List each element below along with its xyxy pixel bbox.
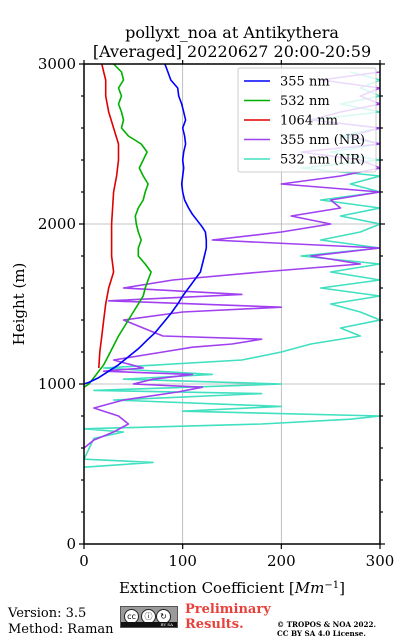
x-tick-label: 0 (79, 552, 89, 570)
cc-badge-strip: BY SA (121, 622, 177, 627)
legend: 355 nm 532 nm 1064 nm 355 nm (NR) 532 nm (NR… (237, 67, 377, 173)
preliminary-line1: Preliminary (185, 602, 271, 617)
y-tick-label: 0 (66, 535, 76, 553)
plot-frame (83, 63, 381, 545)
preliminary-line2: Results. (185, 617, 244, 632)
x-tick-label: 200 (267, 552, 296, 570)
copyright-line1: © TROPOS & NOA 2022. (277, 620, 377, 629)
legend-entry: 355 nm (NR) (280, 133, 365, 148)
series-line-532-nm (84, 64, 152, 388)
legend-entry: 1064 nm (280, 114, 338, 129)
copyright-line2: CC BY SA 4.0 License. (277, 629, 366, 638)
version-text: Version: 3.5 (8, 606, 87, 621)
chart-subtitle: [Averaged] 20220627 20:00-20:59 (93, 42, 371, 61)
y-tick-label: 3000 (38, 55, 76, 73)
series-line-532-nm-nr (84, 71, 380, 468)
y-tick-label: 1000 (38, 375, 76, 393)
series-layer (84, 64, 380, 468)
chart-title: pollyxt_noa at Antikythera (125, 23, 339, 42)
legend-entry: 532 nm (NR) (280, 153, 365, 168)
y-axis-label: Height (m) (10, 263, 28, 346)
series-line-1064-nm (98, 64, 120, 369)
y-tick-label: 2000 (38, 215, 76, 233)
legend-entry: 532 nm (280, 94, 330, 109)
legend-box (237, 67, 377, 173)
x-axis-label: Extinction Coefficient [Mm−1] (119, 579, 345, 597)
legend-entry: 355 nm (280, 75, 330, 90)
axes (83, 63, 381, 545)
cc-license-icon: cc ⓘ ↻ BY SA (120, 606, 178, 628)
x-tick-label: 300 (366, 552, 395, 570)
x-tick-label: 100 (168, 552, 197, 570)
preliminary-notice: Preliminary Results. (185, 602, 271, 632)
footer-info: Version: 3.5 Method: Raman (8, 606, 114, 638)
copyright-notice: © TROPOS & NOA 2022. CC BY SA 4.0 Licens… (277, 620, 376, 638)
series-line-355-nm (84, 64, 208, 385)
method-text: Method: Raman (8, 622, 114, 637)
